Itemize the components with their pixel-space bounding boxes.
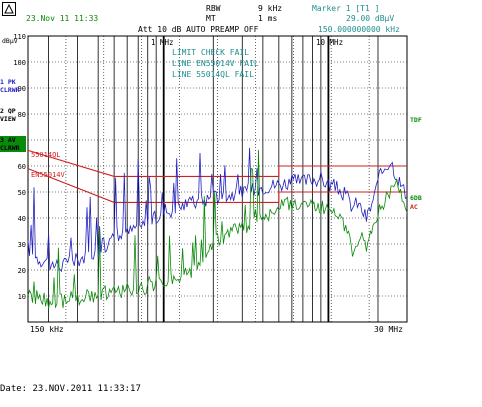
limit-check-line2: LINE 55014QL FAIL [172, 70, 254, 79]
y-tick-labels: 110100908070605040302010 [13, 33, 26, 301]
trace-series [27, 147, 408, 309]
trace2-qp-button[interactable]: 2 QP VIEW [0, 107, 26, 123]
freq-marker-10mhz: 10 MHz [316, 38, 344, 47]
marker-frequency: 150.000000000 kHz [318, 25, 400, 34]
y-tick-label: 20 [18, 267, 26, 275]
tdf-label: TDF [410, 116, 422, 124]
trace2-line2: VIEW [0, 115, 16, 123]
x-start-label: 150 kHz [30, 325, 64, 334]
att-preamp-text: Att 10 dB AUTO PREAMP OFF [138, 25, 259, 34]
header-date-time: 23.Nov 11 11:33 [26, 14, 99, 23]
trace3-av-button[interactable]: 3 AV CLRWR [0, 136, 26, 152]
marker-label: Marker 1 [T1 ] [312, 4, 380, 13]
y-tick-label: 80 [18, 111, 26, 119]
plot-grid [27, 35, 408, 323]
ldb-label: 6DB [410, 194, 422, 202]
y-tick-label: 10 [18, 293, 26, 301]
footer-date: Date: 23.NOV.2011 11:33:17 [0, 384, 141, 394]
freq-marker-1mhz: 1 MHz [151, 38, 174, 47]
y-tick-label: 110 [13, 33, 26, 41]
limit-check-title: LIMIT CHECK FAIL [172, 48, 250, 57]
trace1-line2: CLRWR [0, 86, 20, 94]
marker-level: 29.00 dBµV [346, 14, 395, 23]
limit-check-line1: LINE EN55014V FAIL [172, 59, 259, 68]
ac-label: AC [410, 203, 418, 211]
y-tick-label: 30 [18, 241, 26, 249]
limit-av-label: EN55014V [31, 171, 65, 179]
x-stop-label: 30 MHz [374, 325, 403, 334]
y-tick-label: 40 [18, 215, 26, 223]
series-1-pk [27, 147, 408, 273]
trace3-line2: CLRWR [0, 144, 20, 152]
series-3-av [27, 149, 408, 309]
y-tick-label: 100 [13, 59, 26, 67]
series-en55014v [27, 168, 407, 203]
unit-label: dBµV [2, 37, 18, 45]
plot-frame [27, 35, 408, 323]
trace1-pk-button[interactable]: 1 PK CLRWR [0, 78, 26, 94]
mt-value: 1 ms [258, 14, 278, 23]
rbw-value: 9 kHz [258, 4, 283, 13]
series-55014ql [27, 149, 407, 177]
limit-qp-label: 55014QL [31, 151, 61, 159]
trace3-line1: 3 AV [0, 136, 16, 144]
rohde-schwarz-logo-icon [2, 2, 16, 16]
y-tick-label: 90 [18, 85, 26, 93]
rbw-label: RBW [206, 4, 221, 13]
y-tick-label: 60 [18, 163, 26, 171]
frequency-lines [48, 36, 379, 322]
mt-label: MT [206, 14, 216, 23]
y-tick-label: 50 [18, 189, 26, 197]
trace2-line1: 2 QP [0, 107, 16, 115]
trace1-line1: 1 PK [0, 78, 16, 86]
